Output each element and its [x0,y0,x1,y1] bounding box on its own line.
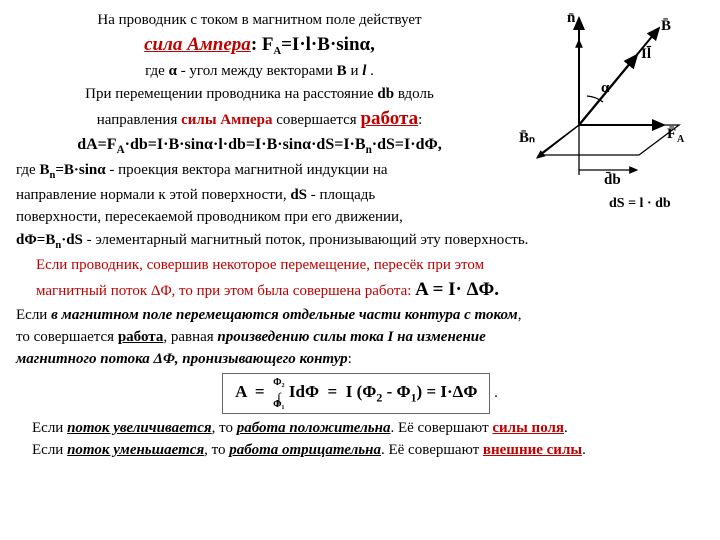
vector-diagram: n̄ B̄ Il̄ α B̄ₙ F̄A d̄b dS = l · db [509,10,704,210]
integral-formula: A = Φ₂∫Φ₁ IdΦ = I (Φ2 - Φ1) = I·ΔΦ . [16,371,704,416]
svg-text:A: A [677,134,685,145]
svg-text:α: α [601,80,610,96]
line-9: поверхности, пересекаемой проводником пр… [16,207,704,227]
svg-text:Il̄: Il̄ [641,46,652,62]
line-12: магнитный поток ΔΦ, то при этом была сов… [16,277,704,303]
line-17: Если поток уменьшается, то работа отрица… [16,440,704,460]
line-15: магнитного потока ΔΦ, пронизывающего кон… [16,349,704,369]
line-13: Если в магнитном поле перемещаются отдел… [16,305,704,325]
svg-text:B̄: B̄ [661,18,671,34]
svg-text:dS = l · db: dS = l · db [609,196,671,210]
line-11: Если проводник, совершив некоторое перем… [16,255,704,275]
ampere-force-label: сила Ампера [144,34,251,55]
svg-text:d̄b: d̄b [604,172,621,188]
line-16: Если поток увеличивается, то работа поло… [16,418,704,438]
svg-text:F̄: F̄ [667,126,676,142]
svg-text:n̄: n̄ [567,10,576,26]
line-10: dΦ=Bn·dS - элементарный магнитный поток,… [16,230,704,253]
line-14: то совершается работа, равная произведен… [16,327,704,347]
svg-text:B̄ₙ: B̄ₙ [519,130,535,146]
